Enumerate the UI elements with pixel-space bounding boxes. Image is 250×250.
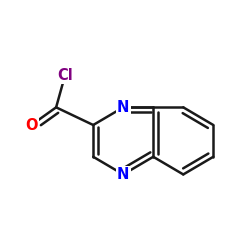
- Text: O: O: [25, 118, 38, 132]
- Text: N: N: [117, 167, 130, 182]
- Text: Cl: Cl: [57, 68, 73, 83]
- Text: N: N: [117, 100, 130, 115]
